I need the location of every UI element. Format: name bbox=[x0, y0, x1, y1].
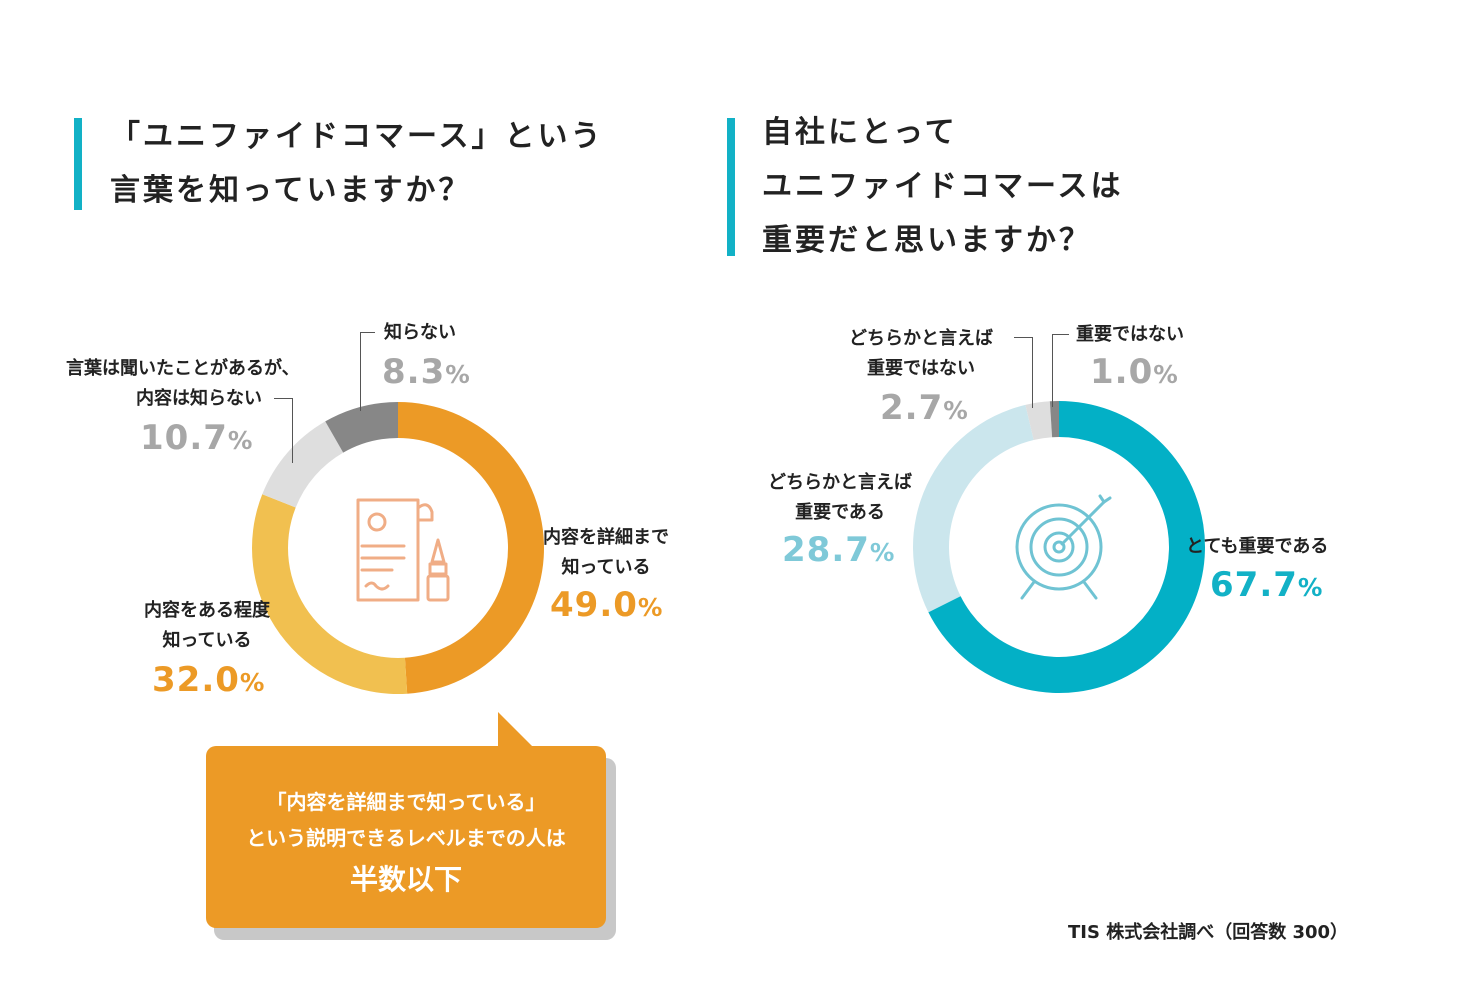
target-arrow-icon bbox=[1015, 494, 1112, 600]
q1-title-line-1: 「ユニファイドコマース」という bbox=[110, 119, 604, 154]
q2-accent-bar bbox=[727, 118, 735, 256]
q2-label-very: とても重要である bbox=[1186, 532, 1328, 562]
q1-label-not-know-line-1: 知らない bbox=[384, 322, 456, 343]
q1-label-somewhat-line-2: 知っている bbox=[162, 630, 252, 651]
q1-label-detail: 内容を詳細まで 知っている bbox=[536, 523, 676, 583]
q1-label-somewhat: 内容をある程度 知っている bbox=[142, 596, 272, 656]
callout-line-3: 半数以下 bbox=[349, 863, 462, 896]
q1-value-detail: 49.0% bbox=[550, 585, 664, 625]
q1-label-heard-only: 言葉は聞いたことがあるが、 内容は知らない bbox=[66, 354, 300, 414]
q2-slice-3 bbox=[1025, 401, 1053, 440]
callout-tail bbox=[498, 712, 534, 748]
q2-label-not: 重要ではない bbox=[1076, 320, 1184, 350]
donut1-slices bbox=[251, 402, 545, 695]
q1-label-detail-line-2: 知っている bbox=[561, 557, 651, 578]
q2-label-somewhat-line-2: 重要である bbox=[795, 502, 885, 523]
q2-label-somewhat-line-1: どちらかと言えば bbox=[768, 472, 912, 493]
q1-value-somewhat: 32.0% bbox=[152, 660, 266, 700]
q1-label-detail-line-1: 内容を詳細まで bbox=[543, 527, 669, 548]
q2-label-somewhat-not-line-1: どちらかと言えば bbox=[849, 328, 993, 349]
q1-value-not-know: 8.3% bbox=[382, 352, 471, 392]
q2-label-very-line-1: とても重要である bbox=[1186, 536, 1329, 557]
q2-leader-somewhat-not bbox=[1014, 337, 1033, 408]
q2-value-somewhat: 28.7% bbox=[782, 530, 896, 570]
q2-title-line-3: 重要だと思いますか？ bbox=[762, 223, 1092, 258]
q1-label-somewhat-line-1: 内容をある程度 bbox=[144, 600, 270, 621]
donut2-slices bbox=[913, 401, 1205, 693]
callout-box: 「内容を詳細まで知っている」 という説明できるレベルまでの人は 半数以下 bbox=[206, 746, 606, 928]
q1-title: 「ユニファイドコマース」という 言葉を知っていますか？ bbox=[110, 110, 604, 218]
document-pen-icon bbox=[356, 498, 450, 602]
q2-title: 自社にとって ユニファイドコマースは 重要だと思いますか？ bbox=[762, 106, 1124, 268]
q2-label-somewhat-not-line-2: 重要ではない bbox=[867, 358, 975, 379]
callout-line-2: という説明できるレベルまでの人は bbox=[246, 826, 566, 850]
q1-slice-1 bbox=[398, 402, 545, 694]
q1-slice-3 bbox=[262, 421, 344, 508]
q1-label-not-know: 知らない bbox=[384, 318, 456, 348]
q2-slice-2 bbox=[913, 404, 1034, 613]
q1-accent-bar bbox=[74, 118, 82, 210]
q1-leader-heard-only bbox=[274, 398, 293, 463]
q2-value-very: 67.7% bbox=[1210, 565, 1324, 605]
q2-title-line-2: ユニファイドコマースは bbox=[762, 169, 1124, 204]
q1-title-line-2: 言葉を知っていますか？ bbox=[110, 173, 472, 208]
q1-value-heard-only: 10.7% bbox=[140, 418, 254, 458]
q2-value-not: 1.0% bbox=[1090, 352, 1179, 392]
callout-line-1: 「内容を詳細まで知っている」 bbox=[266, 790, 546, 814]
q2-value-somewhat-not: 2.7% bbox=[880, 388, 969, 428]
q2-title-line-1: 自社にとって bbox=[762, 115, 958, 150]
q2-slice-4 bbox=[1049, 401, 1059, 438]
source-note: TIS 株式会社調べ（回答数 300） bbox=[1068, 922, 1349, 943]
q2-label-somewhat: どちらかと言えば 重要である bbox=[760, 468, 920, 528]
q2-leader-not bbox=[1052, 334, 1069, 407]
q1-slice-2 bbox=[251, 494, 408, 695]
q2-label-not-line-1: 重要ではない bbox=[1076, 324, 1184, 345]
q1-label-heard-only-line-2: 内容は知らない bbox=[136, 388, 262, 409]
q1-leader-not-know bbox=[360, 332, 375, 411]
q2-label-somewhat-not: どちらかと言えば 重要ではない bbox=[840, 324, 1002, 384]
q1-label-heard-only-line-1: 言葉は聞いたことがあるが、 bbox=[66, 358, 300, 379]
q1-slice-4 bbox=[325, 402, 398, 453]
